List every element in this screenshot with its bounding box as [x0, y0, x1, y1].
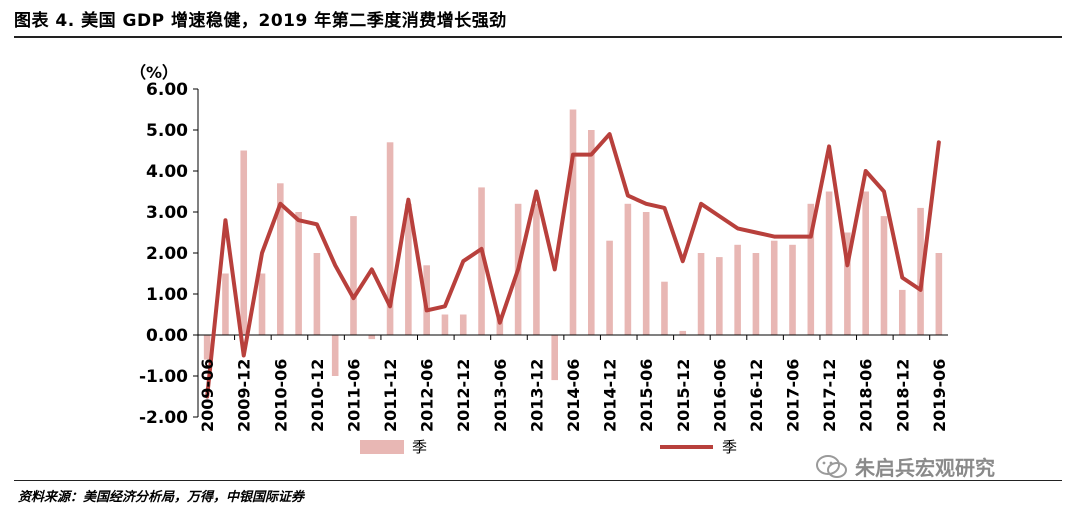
bar-2014-12: [606, 240, 613, 335]
x-tick-label: 2009-12: [235, 359, 254, 432]
bar-2011-12: [386, 142, 394, 335]
bar-2009-12: [240, 150, 248, 335]
bar-2010-09: [295, 212, 302, 335]
x-tick-label: 2013-06: [491, 359, 510, 432]
bar-2010-12: [313, 253, 321, 335]
y-tick-label: 6.00: [146, 80, 188, 100]
bar-2013-12: [533, 203, 540, 335]
legend-line-label: 季: [722, 438, 737, 456]
bar-2014-06: [569, 109, 577, 335]
x-tick-label: 2017-06: [784, 359, 803, 432]
bar-2015-12: [679, 330, 687, 335]
bar-2011-06: [350, 216, 357, 335]
x-tick-label: 2014-06: [564, 359, 583, 432]
source-note: 资料来源：美国经济分析局，万得，中银国际证券: [18, 490, 305, 505]
x-tick-label: 2017-12: [820, 359, 839, 432]
y-tick-label: 0.00: [146, 326, 188, 346]
bar-2010-03: [258, 273, 266, 335]
bar-2017-09: [807, 203, 815, 335]
x-tick-label: 2009-06: [198, 359, 217, 432]
y-tick-label: 5.00: [146, 121, 188, 141]
legend-bar-swatch: [360, 440, 404, 454]
x-tick-label: 2012-12: [454, 359, 473, 432]
source-rule: [14, 480, 1062, 481]
bar-2014-03: [551, 335, 558, 381]
x-tick-label: 2011-12: [381, 359, 400, 432]
y-tick-label: 4.00: [146, 162, 188, 182]
y-tick-label: 3.00: [146, 203, 188, 223]
bar-2016-03: [697, 253, 705, 335]
bar-2015-06: [642, 212, 650, 335]
bar-2009-09: [222, 273, 229, 335]
bar-2018-12: [898, 289, 906, 335]
bar-2016-06: [716, 257, 723, 335]
bar-2012-12: [459, 314, 467, 335]
y-tick-label: 1.00: [146, 285, 188, 305]
bar-2019-03: [917, 207, 924, 335]
bars-layer: [203, 109, 943, 381]
axes-layer: [193, 88, 948, 418]
bar-2016-12: [752, 253, 760, 335]
x-tick-label: 2019-06: [930, 359, 949, 432]
bar-2015-09: [661, 281, 668, 335]
bar-2010-06: [277, 183, 284, 335]
series-line: [205, 132, 941, 399]
wechat-icon: [816, 454, 847, 478]
bar-2016-09: [734, 244, 741, 335]
bar-2018-03: [844, 232, 851, 335]
bar-2018-09: [880, 216, 888, 335]
gdp-chart: 6.00 5.00 4.00 3.00 2.00 1.00 0.00 -1.00 -2.00 （%…: [130, 63, 949, 456]
bar-2012-09: [441, 314, 449, 335]
x-tick-label: 2015-12: [674, 359, 693, 432]
bar-2019-06: [935, 253, 943, 335]
y-tick-label: 2.00: [146, 244, 188, 264]
x-tick-label: 2016-06: [710, 359, 729, 432]
bar-2011-03: [331, 335, 339, 376]
line-layer: [205, 132, 941, 399]
x-tick-label: 2013-12: [527, 359, 546, 432]
legend-bar-label: 季: [412, 438, 427, 456]
x-tick-label: 2018-06: [857, 359, 876, 432]
bar-2013-03: [478, 187, 485, 335]
y-tick-label: -1.00: [139, 367, 188, 387]
x-tick-label: 2018-12: [893, 359, 912, 432]
title-rule: [14, 36, 1062, 38]
x-tick-label: 2010-12: [308, 359, 327, 432]
x-tick-label: 2015-06: [637, 359, 656, 432]
bar-2014-09: [588, 130, 595, 335]
y-axis-label: （%）: [130, 63, 178, 82]
labels-layer: 6.00 5.00 4.00 3.00 2.00 1.00 0.00 -1.00 -2.00 （%…: [130, 63, 949, 432]
bar-2012-03: [405, 203, 412, 335]
watermark: 朱启兵宏观研究: [815, 452, 995, 481]
bar-2017-06: [789, 244, 796, 335]
bar-2015-03: [624, 203, 632, 335]
legend: 季 季: [360, 438, 737, 456]
watermark-text: 朱启兵宏观研究: [855, 456, 995, 480]
x-tick-label: 2012-06: [418, 359, 437, 432]
figure-title: 图表 4. 美国 GDP 增速稳健，2019 年第二季度消费增长强劲: [14, 11, 507, 31]
y-tick-label: -2.00: [139, 408, 188, 428]
bar-2009-06: [203, 335, 211, 360]
x-tick-label: 2016-12: [747, 359, 766, 432]
x-tick-label: 2014-12: [601, 359, 620, 432]
bar-2017-03: [770, 240, 778, 335]
bar-2013-06: [496, 314, 504, 335]
x-tick-label: 2011-06: [344, 359, 363, 432]
bar-2017-12: [825, 191, 833, 335]
x-tick-label: 2010-06: [271, 359, 290, 432]
bar-2011-09: [368, 335, 376, 340]
bar-2018-06: [862, 191, 869, 335]
